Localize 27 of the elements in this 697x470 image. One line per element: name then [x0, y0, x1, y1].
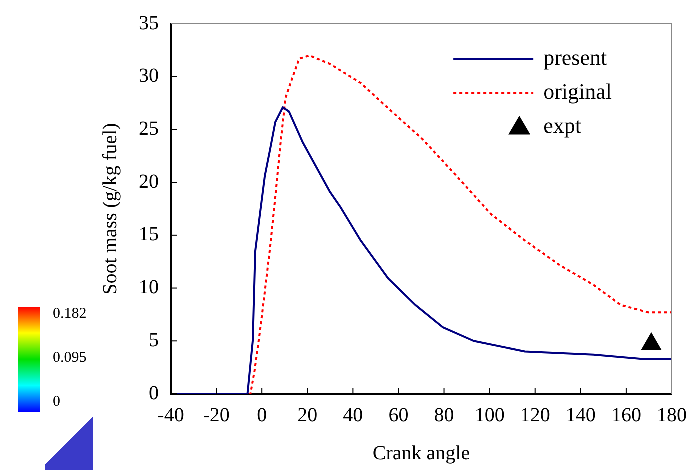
- x-tick-label: 160: [611, 404, 642, 426]
- text: 0.095: [53, 350, 87, 367]
- x-tick-label: 60: [388, 404, 409, 426]
- x-tick-label: 20: [298, 404, 318, 426]
- x-tick-label: 40: [343, 404, 364, 426]
- y-axis-title: Soot mass (g/kg fuel): [99, 123, 122, 295]
- y-tick-label: 20: [139, 170, 159, 193]
- x-tick-label: 0: [257, 404, 268, 426]
- y-tick-label: 25: [139, 118, 159, 140]
- y-tick-label: 15: [139, 224, 159, 246]
- x-tick-label: 120: [520, 404, 550, 426]
- text: 0.182: [53, 306, 87, 323]
- x-tick-label: 180: [657, 404, 687, 426]
- y-tick-label: 10: [139, 276, 159, 299]
- y-tick-label: 0: [149, 382, 159, 404]
- x-axis-title: Crank angle: [372, 442, 470, 464]
- y-tick-label: 5: [149, 329, 159, 352]
- x-tick-label: 140: [566, 404, 596, 426]
- y-tick-label: 30: [139, 65, 159, 88]
- x-tick-label: 80: [434, 404, 454, 426]
- x-tick-label: -20: [203, 404, 230, 426]
- legend-label: expt: [544, 112, 582, 138]
- x-tick-label: -40: [158, 404, 184, 426]
- y-tick-label: 35: [139, 12, 159, 34]
- legend-label: present: [544, 44, 608, 70]
- x-tick-label: 100: [474, 404, 505, 426]
- legend-label: original: [544, 78, 612, 104]
